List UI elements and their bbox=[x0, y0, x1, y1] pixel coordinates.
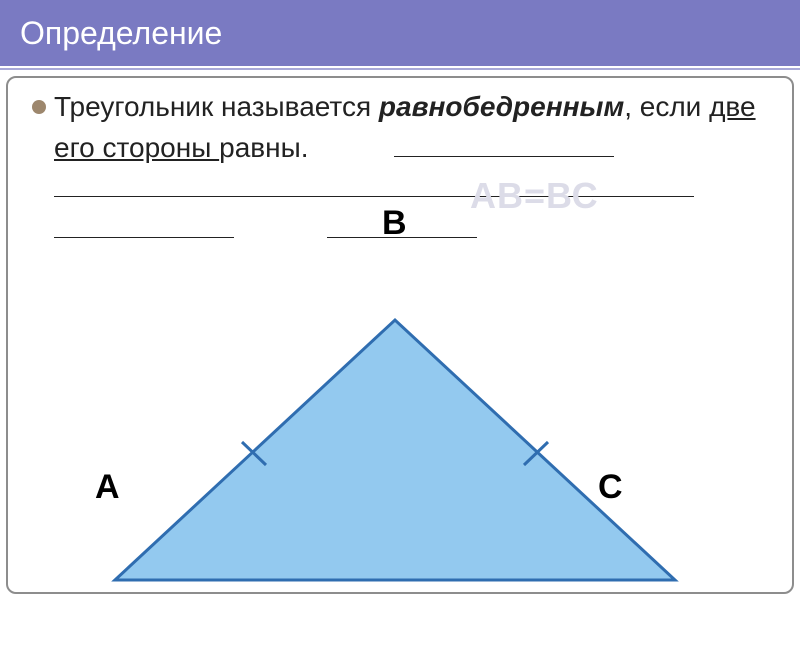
slide-content: Треугольник называется равнобедренным, е… bbox=[0, 70, 800, 600]
vertex-label-a: А bbox=[95, 468, 120, 507]
triangle-shape bbox=[115, 320, 675, 580]
slide-header: Определение bbox=[0, 0, 800, 68]
vertex-label-c: С bbox=[598, 468, 623, 507]
triangle-svg bbox=[0, 70, 800, 670]
vertex-label-b: В bbox=[382, 204, 407, 243]
slide-title: Определение bbox=[20, 15, 222, 52]
